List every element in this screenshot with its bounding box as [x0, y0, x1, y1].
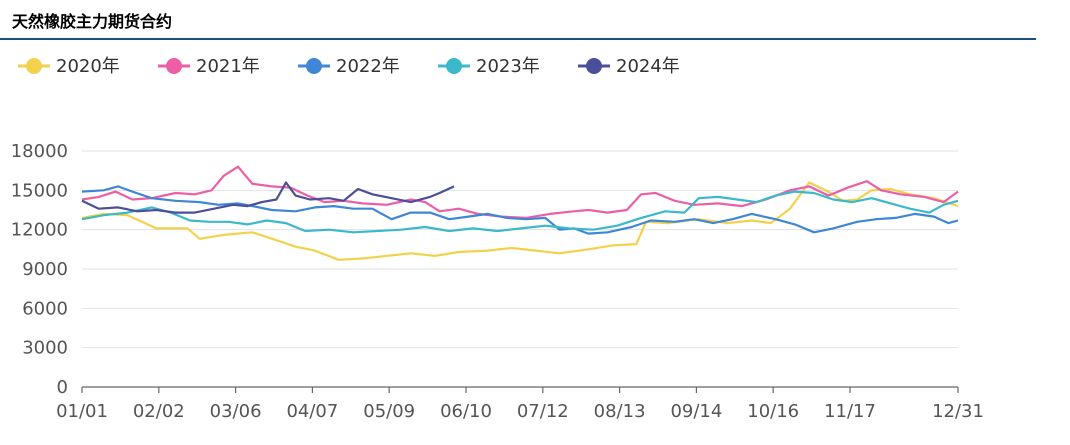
y-tick-label: 6000: [22, 298, 68, 319]
grid-lines: 0 3000 6000 9000 12000 15000 18000: [11, 141, 958, 398]
x-tick-label: 02/02: [133, 401, 185, 422]
legend-marker: [166, 58, 182, 74]
legend-label: 2023年: [476, 56, 540, 77]
axes: 01/01 02/02 03/06 04/07 05/09 06/10 07/12 08/13…: [56, 386, 984, 422]
x-tick-label: 01/01: [56, 401, 108, 422]
legend-label: 2020年: [56, 56, 120, 77]
legend-marker: [446, 58, 462, 74]
legend-label: 2021年: [196, 56, 260, 77]
legend: 2020年 2021年 2022年 2023年 2024年: [18, 56, 680, 77]
y-tick-label: 15000: [11, 180, 68, 201]
y-tick-label: 0: [57, 377, 68, 398]
x-tick-label: 12/31: [932, 401, 984, 422]
series-line-2023年: [81, 190, 959, 234]
legend-marker: [306, 58, 322, 74]
series-line-2024年: [81, 181, 455, 214]
y-tick-label: 18000: [11, 141, 68, 162]
x-tick-label: 07/12: [517, 401, 569, 422]
y-tick-label: 12000: [11, 220, 68, 241]
x-tick-label: 09/14: [670, 401, 722, 422]
x-tick-label: 06/10: [440, 401, 492, 422]
legend-label: 2022年: [336, 56, 400, 77]
chart-title: 天然橡胶主力期货合约: [12, 12, 173, 31]
series-line-2022年: [81, 185, 959, 235]
series-line-2021年: [81, 165, 959, 219]
legend-marker: [586, 58, 602, 74]
legend-marker: [26, 58, 42, 74]
x-tick-label: 03/06: [210, 401, 262, 422]
x-tick-label: 08/13: [594, 401, 646, 422]
series-line-2020年: [81, 181, 959, 261]
title-divider: [0, 38, 1036, 40]
x-tick-label: 04/07: [286, 401, 338, 422]
legend-label: 2024年: [616, 56, 680, 77]
series-lines: [81, 165, 959, 261]
y-tick-label: 3000: [22, 338, 68, 359]
y-tick-label: 9000: [22, 259, 68, 280]
x-tick-label: 05/09: [363, 401, 415, 422]
x-tick-label: 11/17: [824, 401, 876, 422]
x-tick-label: 10/16: [747, 401, 799, 422]
